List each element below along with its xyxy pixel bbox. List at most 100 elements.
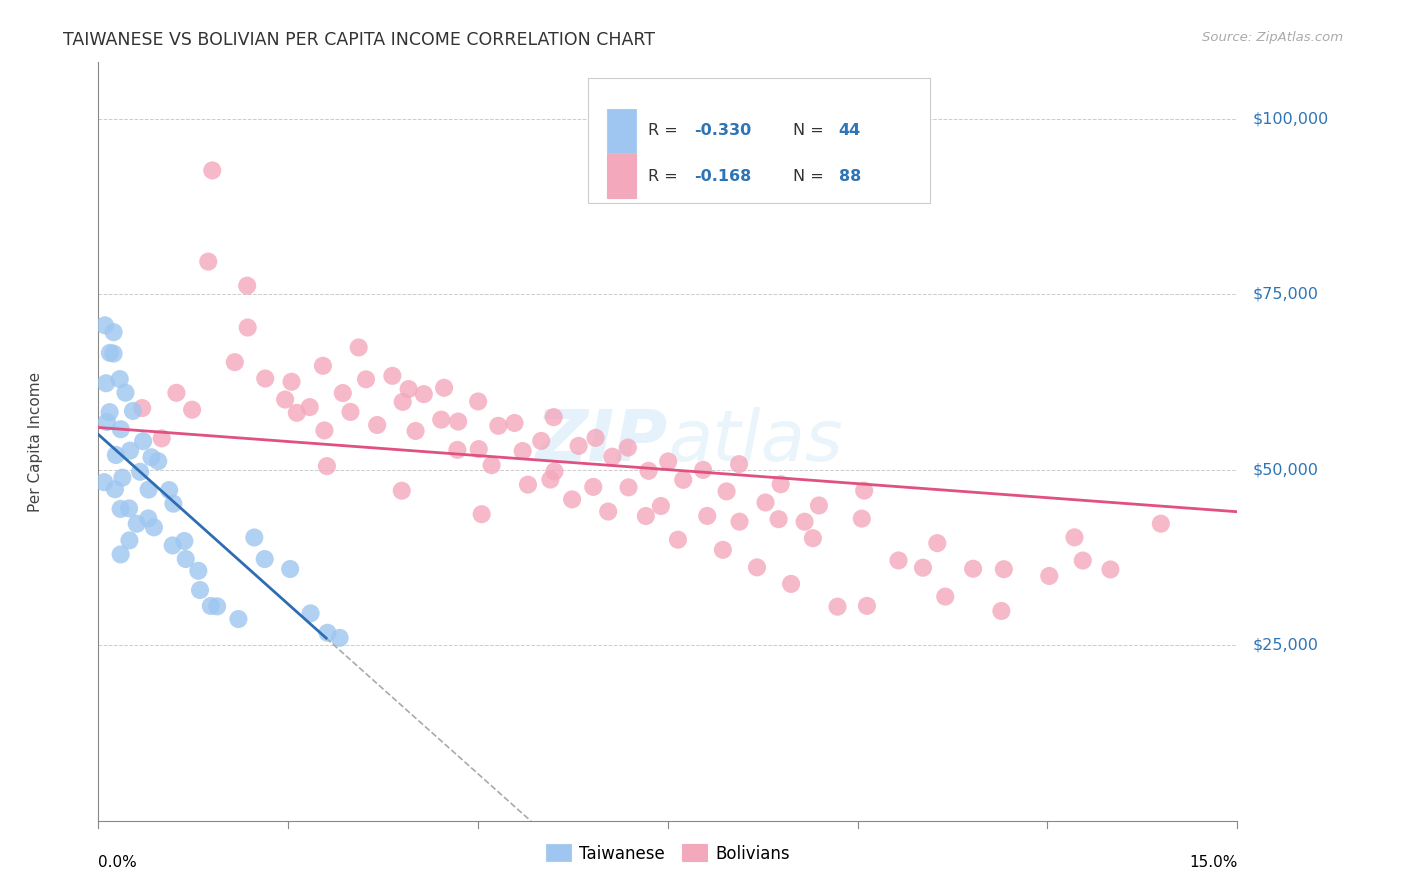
Point bbox=[430, 412, 453, 426]
Point bbox=[467, 394, 489, 409]
Point bbox=[745, 560, 768, 574]
Point bbox=[801, 531, 824, 545]
Point bbox=[538, 473, 561, 487]
Point bbox=[165, 385, 187, 400]
Point bbox=[314, 424, 336, 438]
Point bbox=[481, 458, 503, 473]
Point bbox=[617, 441, 640, 455]
Point bbox=[125, 516, 148, 531]
Point bbox=[329, 631, 352, 645]
Text: 88: 88 bbox=[839, 169, 860, 184]
Text: 15.0%: 15.0% bbox=[1189, 855, 1237, 870]
Point bbox=[990, 604, 1012, 618]
Point bbox=[96, 415, 118, 429]
Point bbox=[181, 402, 204, 417]
Point bbox=[228, 612, 250, 626]
Point bbox=[993, 562, 1015, 576]
Point bbox=[366, 417, 388, 432]
Point bbox=[103, 346, 125, 360]
Point bbox=[1038, 569, 1060, 583]
Point bbox=[793, 515, 815, 529]
Point bbox=[174, 552, 197, 566]
Point bbox=[132, 434, 155, 449]
Point bbox=[856, 599, 879, 613]
Text: ZIP: ZIP bbox=[536, 407, 668, 476]
Point bbox=[162, 497, 184, 511]
Point bbox=[381, 368, 404, 383]
Point bbox=[543, 410, 565, 425]
Text: Per Capita Income: Per Capita Income bbox=[28, 371, 44, 512]
Point bbox=[98, 346, 121, 360]
Point bbox=[150, 431, 173, 445]
Text: atlas: atlas bbox=[668, 407, 842, 476]
Point bbox=[205, 599, 228, 614]
Point bbox=[316, 625, 339, 640]
Point bbox=[768, 512, 790, 526]
Point bbox=[278, 562, 301, 576]
Point bbox=[696, 508, 718, 523]
Point bbox=[405, 424, 427, 438]
Point bbox=[103, 325, 125, 339]
Point bbox=[807, 499, 830, 513]
Point bbox=[298, 400, 321, 414]
Point bbox=[148, 454, 170, 468]
Point bbox=[447, 415, 470, 429]
Point bbox=[347, 341, 370, 355]
Point bbox=[354, 372, 377, 386]
Point bbox=[827, 599, 849, 614]
Point bbox=[280, 375, 302, 389]
Point bbox=[108, 372, 131, 386]
Point bbox=[391, 395, 413, 409]
Point bbox=[1099, 562, 1122, 576]
Point bbox=[657, 454, 679, 468]
Point bbox=[582, 480, 605, 494]
Point bbox=[131, 401, 153, 415]
Point bbox=[285, 406, 308, 420]
Point bbox=[94, 376, 117, 391]
Point bbox=[312, 359, 335, 373]
Point bbox=[568, 439, 591, 453]
FancyBboxPatch shape bbox=[588, 78, 929, 202]
Point bbox=[316, 459, 339, 474]
Point bbox=[110, 548, 132, 562]
Point bbox=[188, 582, 211, 597]
Point bbox=[398, 382, 420, 396]
Text: Source: ZipAtlas.com: Source: ZipAtlas.com bbox=[1202, 31, 1343, 45]
Point bbox=[780, 577, 803, 591]
Point bbox=[332, 386, 354, 401]
Legend: Taiwanese, Bolivians: Taiwanese, Bolivians bbox=[540, 838, 796, 869]
Point bbox=[299, 607, 322, 621]
Text: $50,000: $50,000 bbox=[1253, 462, 1319, 477]
Point bbox=[253, 552, 276, 566]
Point bbox=[927, 536, 949, 550]
Point bbox=[853, 483, 876, 498]
Text: $100,000: $100,000 bbox=[1253, 112, 1329, 126]
Point bbox=[512, 444, 534, 458]
Point bbox=[118, 443, 141, 458]
Point bbox=[650, 499, 672, 513]
Point bbox=[728, 515, 751, 529]
Text: -0.168: -0.168 bbox=[695, 169, 751, 184]
Bar bbox=[607, 109, 636, 153]
Point bbox=[602, 450, 624, 464]
Point bbox=[530, 434, 553, 448]
Point bbox=[666, 533, 689, 547]
Point bbox=[243, 531, 266, 545]
Point bbox=[93, 475, 115, 490]
Point bbox=[585, 431, 607, 445]
Point bbox=[142, 520, 165, 534]
Point bbox=[598, 504, 620, 518]
Point bbox=[110, 502, 132, 516]
Text: R =: R = bbox=[648, 169, 683, 184]
Point bbox=[173, 534, 195, 549]
Point bbox=[637, 464, 659, 478]
Point bbox=[118, 501, 141, 516]
Point bbox=[200, 599, 222, 613]
Point bbox=[104, 483, 127, 497]
Point bbox=[851, 511, 873, 525]
Point bbox=[254, 371, 277, 385]
Point bbox=[412, 387, 434, 401]
Point bbox=[728, 457, 751, 471]
Point bbox=[111, 471, 134, 485]
Text: -0.330: -0.330 bbox=[695, 123, 751, 138]
